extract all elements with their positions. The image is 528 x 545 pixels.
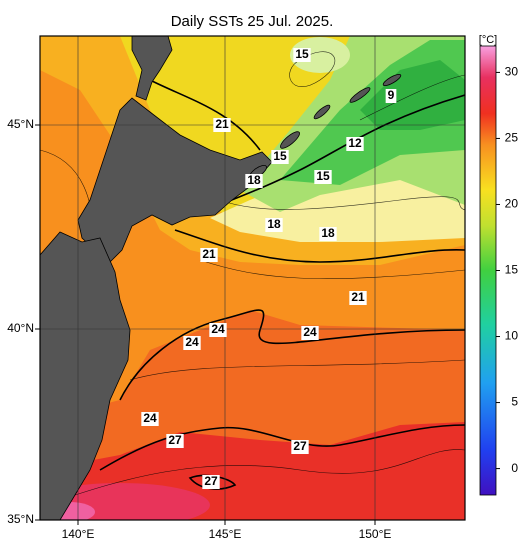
lat-label: 45°N: [7, 117, 34, 131]
contour-label: 18: [321, 226, 335, 240]
contour-label: 18: [267, 217, 281, 231]
contour-label: 27: [168, 433, 182, 447]
colorbar: [479, 45, 497, 496]
colorbar-tick-label: 5: [511, 395, 518, 409]
sst-field: [40, 36, 465, 520]
lon-label: 140°E: [62, 527, 95, 541]
colorbar-tick-label: 15: [505, 263, 519, 277]
lon-label: 150°E: [359, 527, 392, 541]
contour-label-box: [265, 218, 283, 232]
contour-label-box: [291, 440, 309, 454]
contour-label: 12: [348, 136, 362, 150]
contour-label: 21: [202, 247, 216, 261]
contour-label-box: [166, 434, 184, 448]
contour-label-box: [271, 150, 289, 164]
map-frame: [39, 35, 466, 521]
graticule: [40, 36, 465, 520]
lat-label: 40°N: [7, 321, 34, 335]
colorbar-tick-label: 20: [505, 197, 519, 211]
contour-label-box: [301, 326, 319, 340]
contour-label-box: [349, 291, 367, 305]
contour-label: 27: [204, 474, 218, 488]
contour-label: 24: [185, 335, 199, 349]
contour-label-box: [183, 336, 201, 350]
contour-label-box: [200, 248, 218, 262]
contour-label: 21: [351, 290, 365, 304]
lon-label: 145°E: [209, 527, 242, 541]
contour-label-box: [202, 475, 220, 489]
colorbar-unit: [°C]: [479, 34, 497, 46]
contour-label: 24: [211, 322, 225, 336]
contour-label: 15: [316, 169, 330, 183]
contour-label: 24: [303, 325, 317, 339]
contour-label-box: [314, 170, 332, 184]
colorbar-tick-label: 10: [505, 329, 519, 343]
contour-label-box: [209, 323, 227, 337]
colorbar-tick-label: 25: [505, 131, 519, 145]
contour-label: 27: [293, 439, 307, 453]
contour-label-box: [385, 89, 397, 103]
colorbar-tick-label: 0: [511, 461, 518, 475]
contour-label: 24: [143, 411, 157, 425]
contour-label: 18: [247, 173, 261, 187]
contour-label-box: [213, 118, 231, 132]
contour-label: 15: [273, 149, 287, 163]
lat-label: 35°N: [7, 512, 34, 526]
contour-label-box: [245, 174, 263, 188]
contour-label: 21: [215, 117, 229, 131]
contour-label-box: [141, 412, 159, 426]
map-title: Daily SSTs 25 Jul. 2025.: [171, 13, 334, 30]
contour-label-box: [346, 137, 364, 151]
colorbar-tick-label: 30: [505, 65, 519, 79]
contour-label-box: [319, 227, 337, 241]
contour-label: 9: [388, 88, 395, 102]
contour-label: 15: [295, 47, 309, 61]
contour-label-box: [293, 48, 311, 62]
